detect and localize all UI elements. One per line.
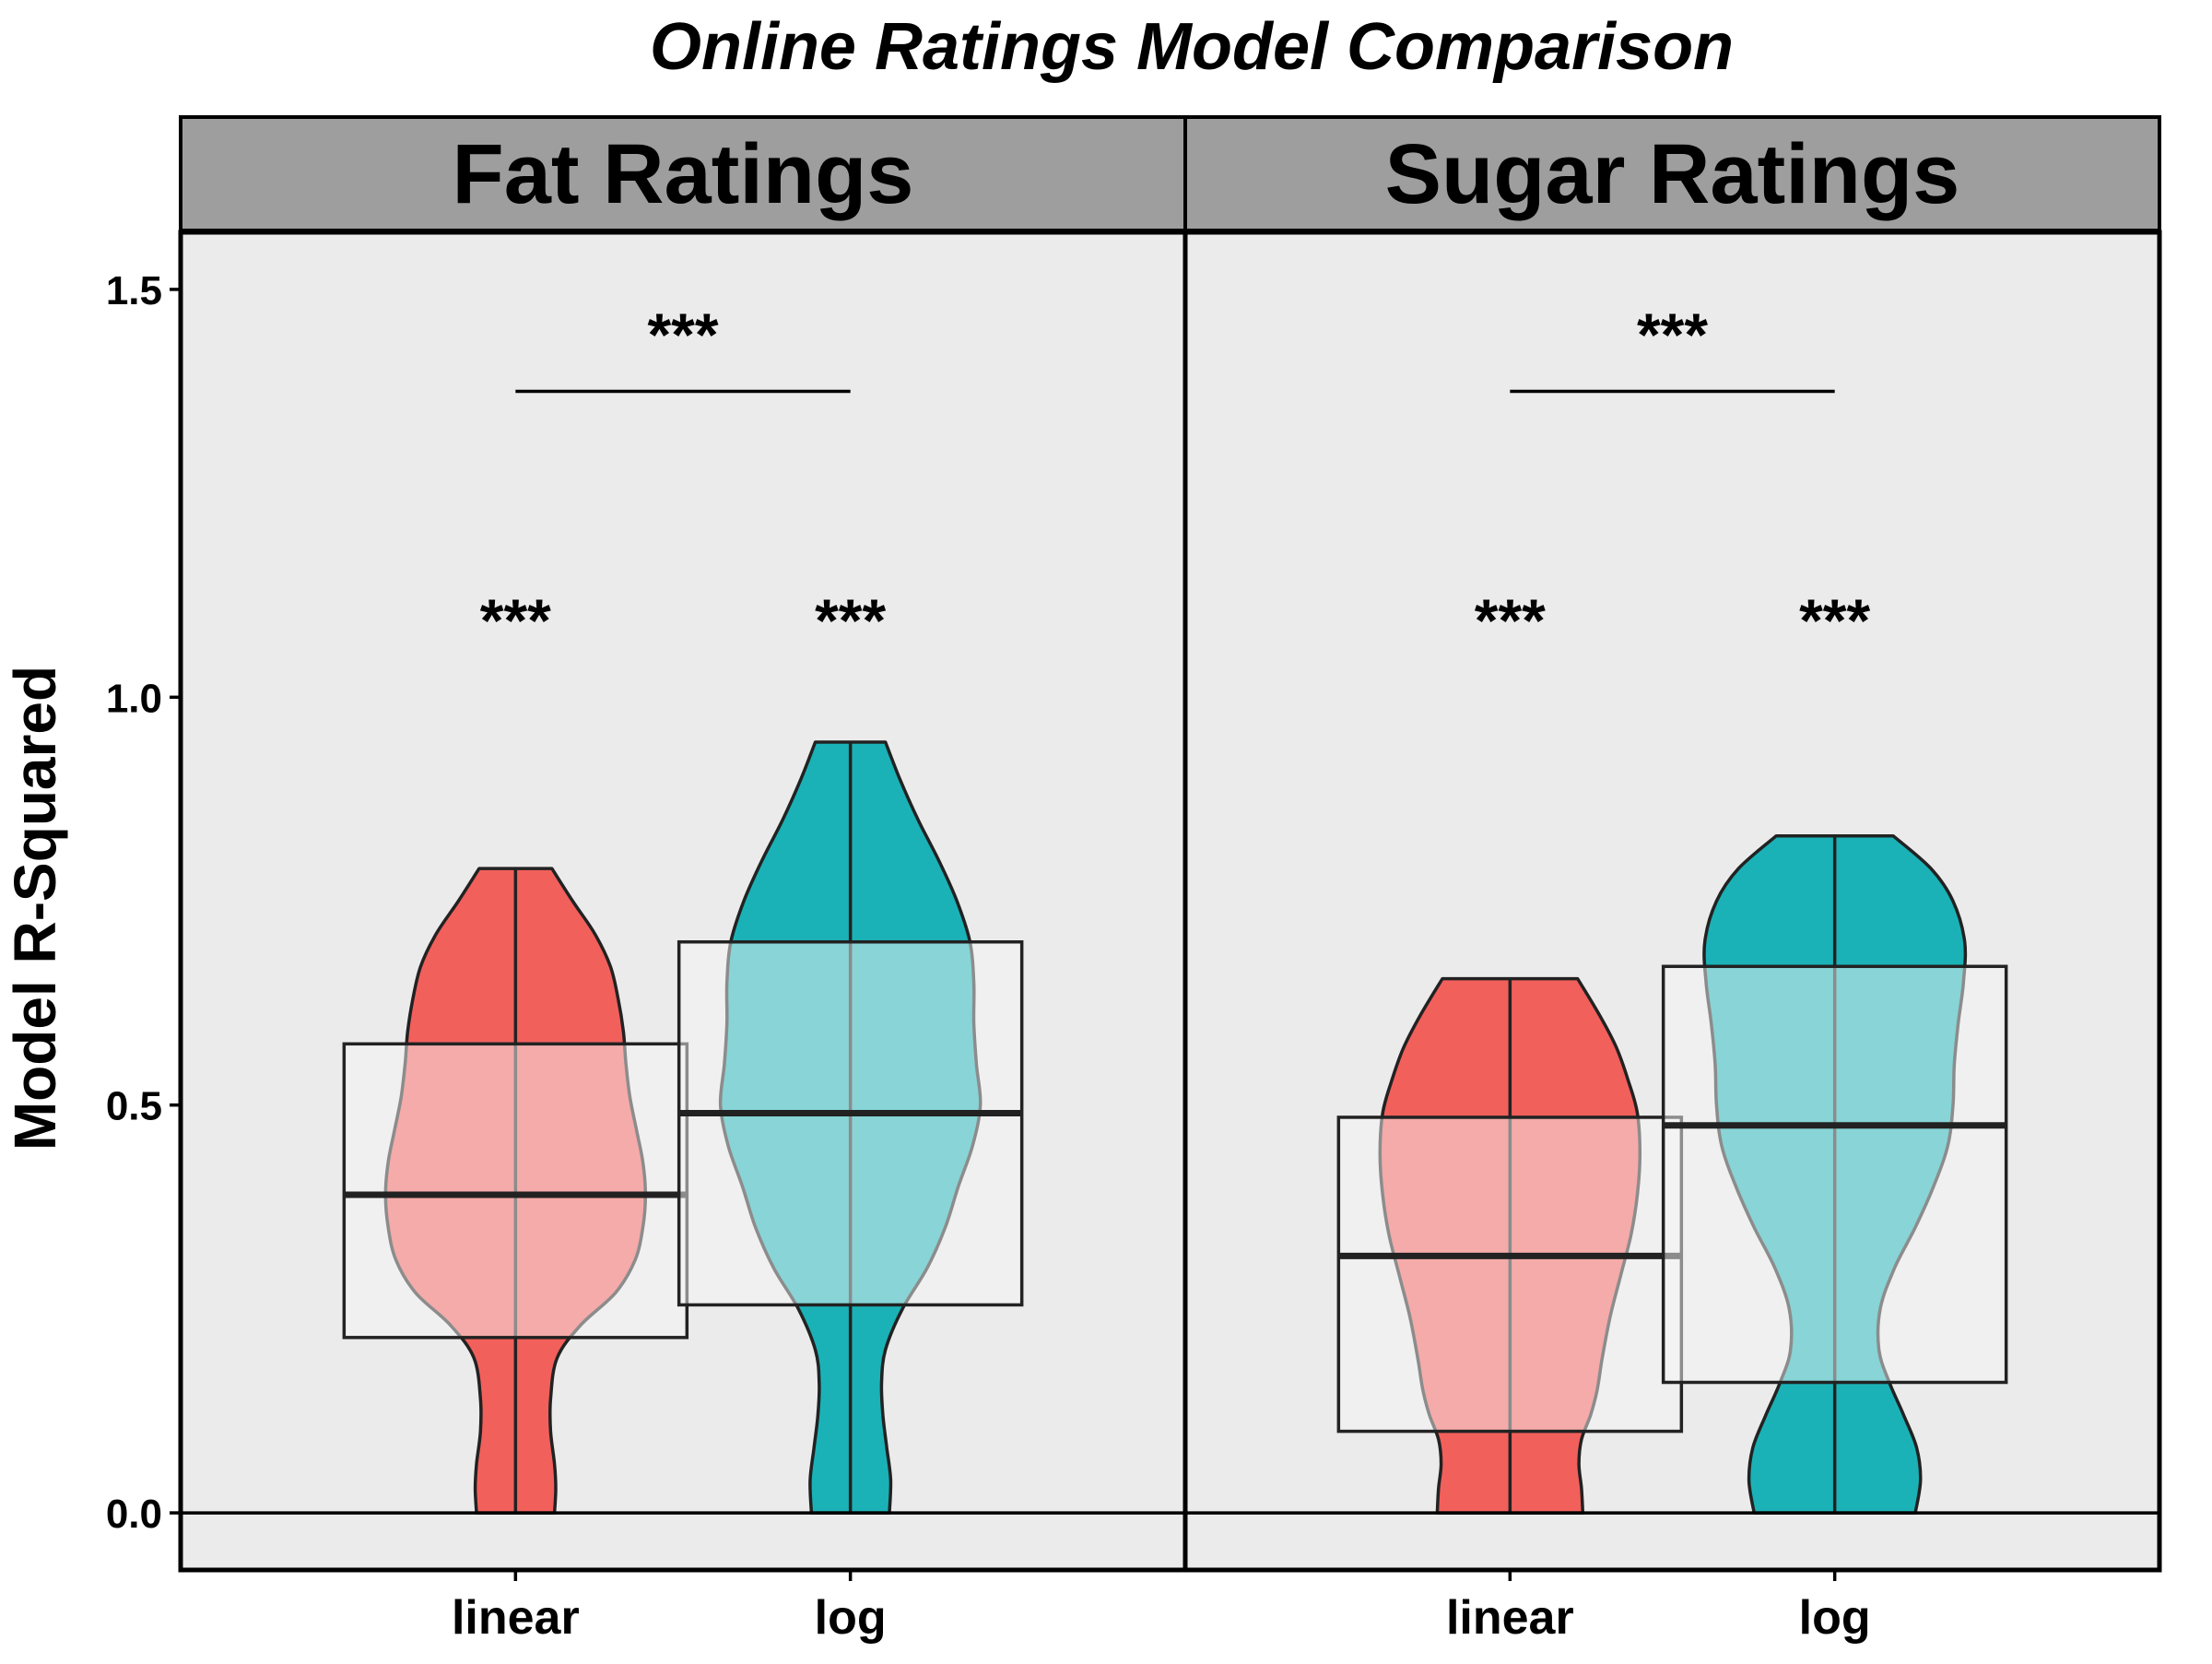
x-tick-label-linear: linear [1446,1591,1574,1645]
group-linear: *** linear [342,586,689,1645]
y-tick-label: 0.5 [106,1084,162,1129]
y-tick-label: 0.0 [106,1492,162,1537]
x-tick-label-log: log [1799,1591,1871,1645]
significance-label-log: *** [1799,586,1870,655]
facet-strip-label: Fat Ratings [453,127,914,221]
y-tick-label: 1.5 [106,268,162,313]
y-axis-label: Model R-Squared [2,666,68,1151]
box-log [677,939,1024,1307]
significance-label-linear: *** [1475,586,1546,655]
facet-panel-fat: Fat Ratings *** linear *** log *** [178,115,1188,1645]
box-log [1661,964,2008,1385]
group-log: *** log [1661,586,2008,1645]
group-linear: *** linear [1336,586,1684,1645]
chart-title: Online Ratings Model Comparison [650,10,1734,84]
x-tick-label-linear: linear [452,1591,580,1645]
significance-label-log: *** [815,586,886,655]
comparison-significance-label: *** [1637,301,1708,369]
y-tick-label: 1.0 [106,676,162,721]
box-linear [1336,1115,1684,1434]
significance-label-linear: *** [480,586,551,655]
facet-strip [1183,115,2161,232]
box-linear [342,1042,689,1339]
panel-background [181,232,1185,1570]
y-axis: 0.0 0.5 1.0 1.5 [106,268,181,1537]
x-tick-label-log: log [815,1591,887,1645]
facet-panel-sugar: Sugar Ratings *** linear *** log *** [1182,115,2162,1645]
facet-strip [179,115,1187,232]
chart-body: Fat Ratings***linear***log***Sugar Ratin… [106,115,2162,1645]
group-log: *** log [677,586,1024,1645]
facet-strip-label: Sugar Ratings [1385,127,1960,221]
panel-border [1182,230,2162,1573]
comparison-significance-label: *** [647,301,718,369]
